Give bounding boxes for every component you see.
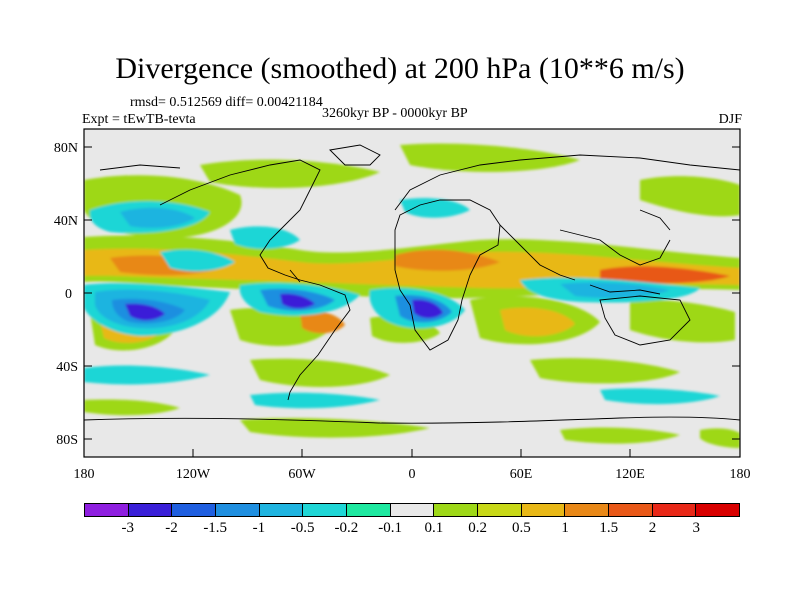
colorbar-label: 3 (692, 520, 701, 536)
colorbar-box (172, 504, 217, 516)
colorbar-box (216, 504, 260, 516)
colorbar-box (390, 504, 435, 516)
x-tick-60w: 60W (288, 467, 316, 482)
colorbar-label: -0.1 (378, 520, 402, 536)
colorbar-label: 1 (561, 520, 569, 536)
colorbar-label: 2 (648, 520, 657, 536)
colorbar-label: 0.5 (511, 520, 531, 536)
colorbar-box (478, 504, 522, 516)
colorbar-box (565, 504, 610, 516)
colorbar-box (696, 504, 740, 516)
axis-ticks (84, 146, 740, 457)
colorbar-box (434, 504, 479, 516)
colorbar-label: -0.5 (290, 520, 315, 536)
colorbar-box (303, 504, 348, 516)
y-tick-80s: 80S (56, 433, 78, 448)
experiment-label: Expt = tEwTB-tevta (82, 112, 196, 127)
season-label: DJF (718, 112, 742, 127)
colorbar-label: -2 (165, 520, 178, 536)
y-tick-40n: 40N (54, 214, 78, 229)
colorbar-box (347, 504, 391, 516)
colorbar-label: -1.5 (203, 520, 228, 536)
stats-label: rmsd= 0.512569 diff= 0.00421184 (130, 95, 323, 110)
x-tick-60e: 60E (510, 467, 533, 482)
colorbar-label: 1.5 (599, 520, 619, 536)
divergence-field (84, 129, 740, 457)
colorbar-box (85, 504, 129, 516)
period-label: 3260kyr BP - 0000kyr BP (322, 106, 468, 121)
colorbar-label: 0.2 (468, 520, 487, 536)
x-tick-180w: 180 (74, 467, 95, 482)
colorbar-box (609, 504, 653, 516)
colorbar-label: 0.1 (424, 520, 444, 536)
colorbar-box (521, 504, 566, 516)
x-tick-120e: 120E (615, 467, 645, 482)
x-tick-0: 0 (409, 467, 416, 482)
colorbar-label: -3 (121, 520, 134, 536)
y-tick-0: 0 (65, 287, 72, 302)
y-tick-40s: 40S (56, 360, 78, 375)
colorbar-box (652, 504, 697, 516)
colorbar-box (128, 504, 173, 516)
y-tick-80n: 80N (54, 141, 78, 156)
colorbar-box (259, 504, 304, 516)
coastlines (84, 144, 740, 424)
colorbar-label: -1 (252, 520, 266, 536)
colorbar (84, 503, 740, 517)
colorbar-label: -0.2 (334, 520, 359, 536)
plot-title: Divergence (smoothed) at 200 hPa (10**6 … (115, 52, 685, 85)
x-tick-120w: 120W (176, 467, 211, 482)
x-tick-180e: 180 (730, 467, 751, 482)
